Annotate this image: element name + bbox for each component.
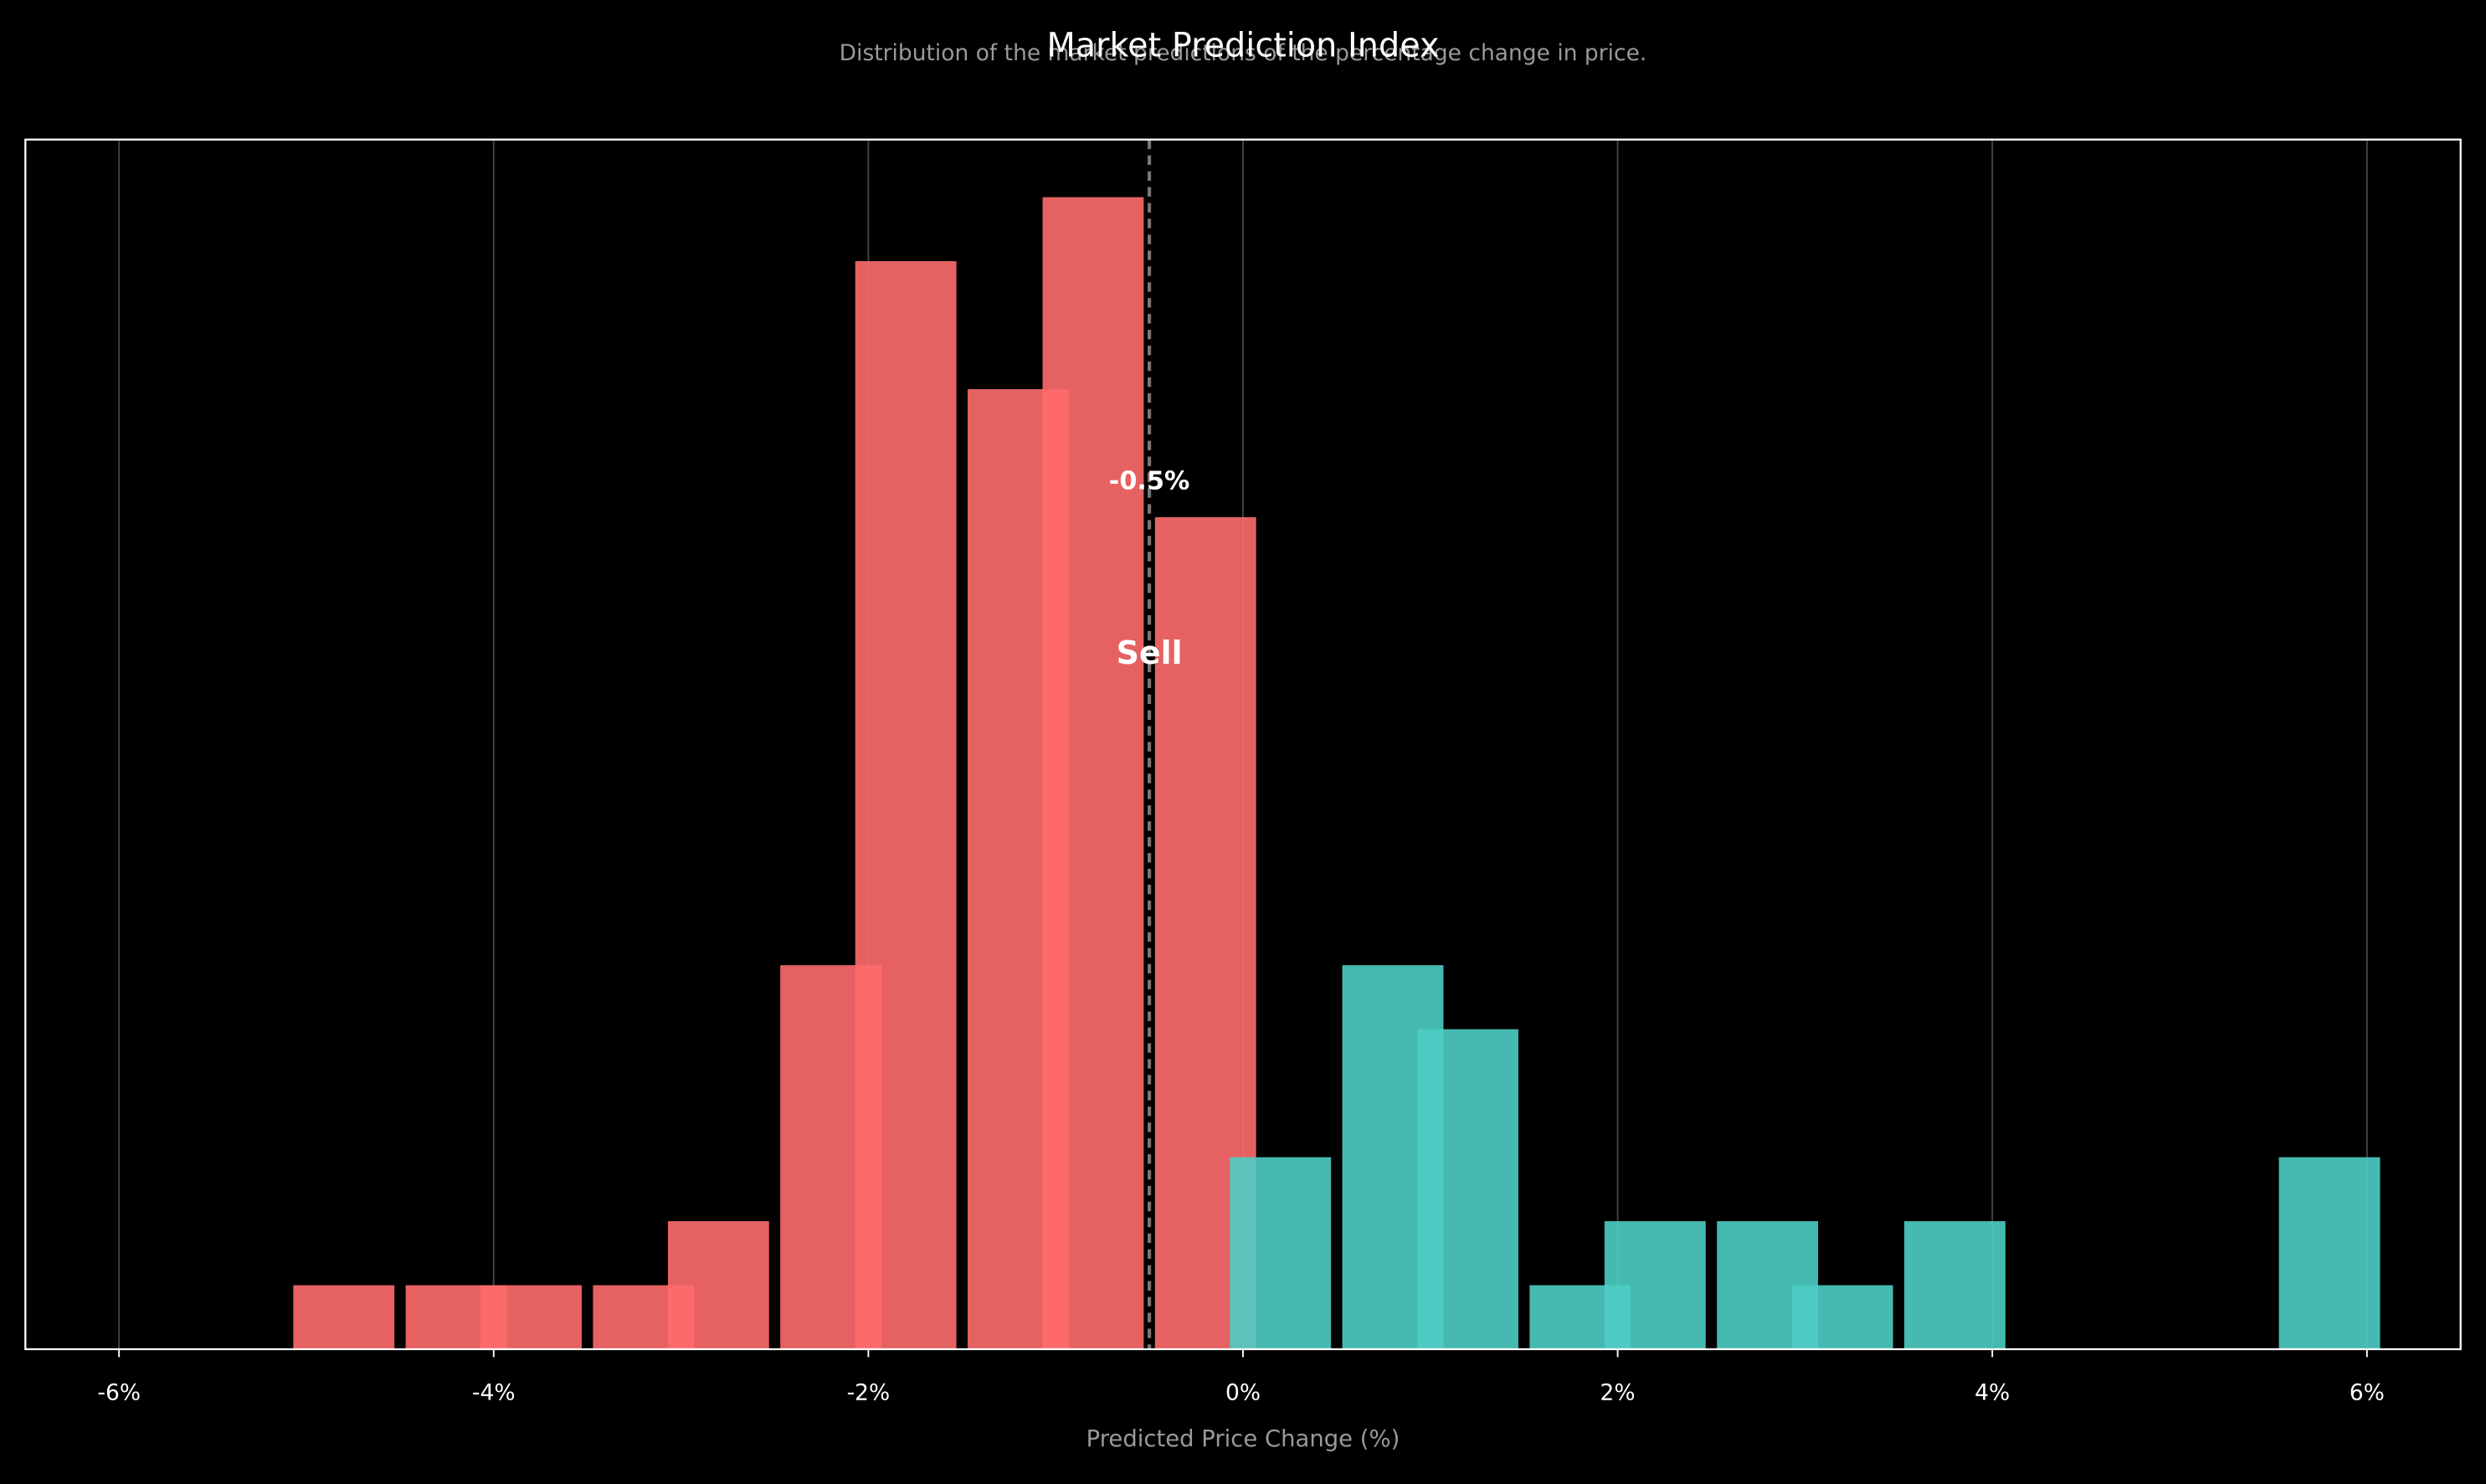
bar: [1904, 1221, 2006, 1349]
bar: [1230, 1157, 1332, 1349]
x-axis-label: Predicted Price Change (%): [1086, 1426, 1400, 1452]
bar: [1791, 1285, 1893, 1349]
chart-subtitle: Distribution of the market predictions o…: [840, 40, 1647, 66]
x-tick-label: -4%: [472, 1379, 516, 1405]
signal-label: Sell: [1117, 634, 1183, 671]
x-tick-label: 2%: [1600, 1379, 1636, 1405]
bar: [667, 1221, 769, 1349]
bar: [1417, 1029, 1518, 1349]
x-tick-label: 4%: [1975, 1379, 2010, 1405]
plot-frame: [24, 138, 2462, 1351]
bar: [855, 261, 957, 1349]
bar: [1604, 1221, 1706, 1349]
x-tick-label: -6%: [97, 1379, 141, 1405]
marker-label: -0.5%: [1109, 466, 1190, 496]
x-tick-label: 0%: [1225, 1379, 1261, 1405]
bar: [480, 1285, 582, 1349]
chart-title: Market Prediction Index: [1046, 26, 1439, 64]
bar: [1042, 197, 1144, 1349]
x-tick-label: 6%: [2350, 1379, 2385, 1405]
bar: [293, 1285, 395, 1349]
bar: [2278, 1157, 2381, 1349]
x-tick-label: -2%: [847, 1379, 891, 1405]
